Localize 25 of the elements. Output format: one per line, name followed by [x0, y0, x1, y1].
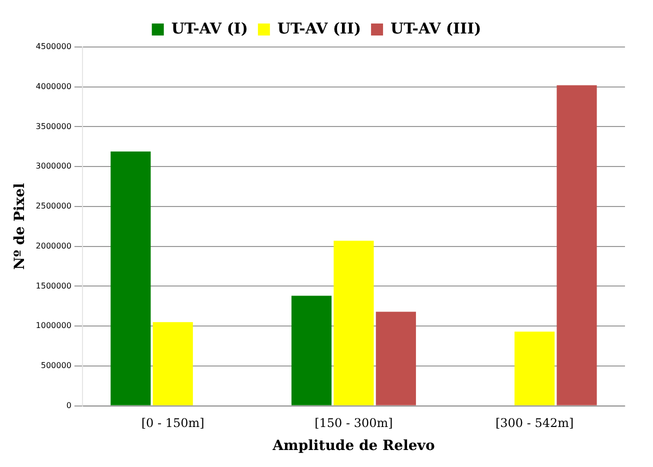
bar [556, 85, 597, 406]
y-tick-label: 1500000 [36, 281, 72, 290]
bar [514, 332, 555, 406]
y-tick-label: 4000000 [36, 82, 72, 91]
y-tick-label: 3000000 [36, 162, 72, 171]
y-axis-title: Nº de Pixel [12, 183, 28, 270]
bar [334, 240, 374, 406]
y-tick-label: 500000 [40, 361, 72, 370]
y-tick-label: 2500000 [36, 202, 72, 211]
y-tick-label: 0 [66, 400, 72, 410]
y-tick-label: 3500000 [36, 122, 72, 131]
y-tick-label: 2000000 [36, 241, 72, 250]
y-tick-label: 1000000 [36, 321, 72, 330]
x-tick-label: [300 - 542m] [495, 416, 574, 430]
bar [291, 296, 332, 406]
legend-label: UT-AV (II) [277, 19, 362, 38]
bar [110, 151, 151, 406]
x-axis-title: Amplitude de Relevo [272, 438, 435, 454]
bar [152, 322, 193, 406]
y-tick-label: 4500000 [36, 42, 72, 52]
legend-label: UT-AV (I) [171, 19, 248, 38]
bar [376, 312, 416, 406]
x-tick-label: [0 - 150m] [141, 416, 204, 430]
x-tick-label: [150 - 300m] [314, 416, 393, 430]
legend-label: UT-AV (III) [390, 19, 482, 38]
